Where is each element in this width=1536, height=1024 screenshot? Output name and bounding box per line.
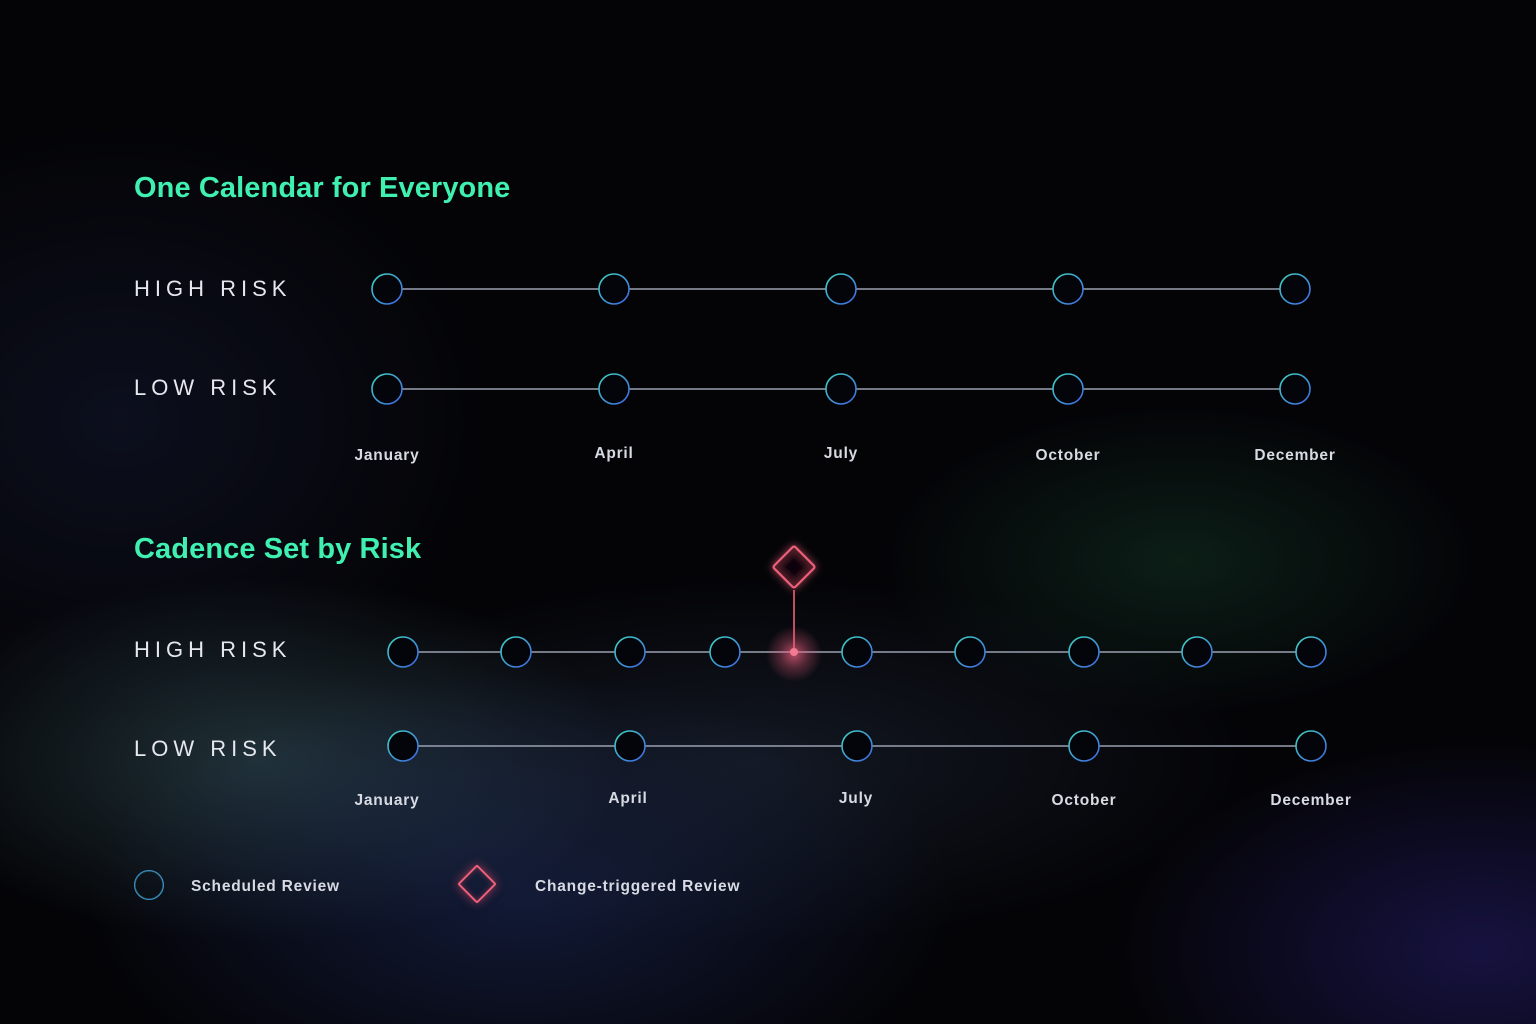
scheduled-review-node (598, 373, 630, 405)
section-one-title: One Calendar for Everyone (134, 172, 511, 204)
scheduled-review-node (1068, 730, 1100, 762)
circle-icon (134, 870, 164, 900)
section-one-month-label: October (1035, 447, 1101, 464)
scheduled-review-node (1279, 373, 1311, 405)
scheduled-review-node (614, 636, 646, 668)
scheduled-review-node (1068, 636, 1100, 668)
section-one-month-label: April (594, 445, 634, 462)
scheduled-review-node (841, 730, 873, 762)
section-one-month-label: January (354, 447, 420, 464)
scheduled-review-node (614, 730, 646, 762)
change-triggered-review-diamond (772, 545, 816, 589)
scheduled-review-node (954, 636, 986, 668)
section-two-high-risk-label: HIGH RISK (134, 637, 292, 662)
scheduled-review-node (1295, 730, 1327, 762)
scheduled-review-node (1181, 636, 1213, 668)
section-two-month-label: July (838, 790, 874, 807)
scheduled-review-node (598, 273, 630, 305)
section-one-high-risk-label: HIGH RISK (134, 276, 292, 301)
scheduled-review-node (371, 273, 403, 305)
scheduled-review-node (371, 373, 403, 405)
scheduled-review-node (841, 636, 873, 668)
scheduled-review-node (709, 636, 741, 668)
section-two-month-label: April (608, 790, 648, 807)
section-two-month-label: October (1051, 792, 1117, 809)
section-two-title: Cadence Set by Risk (134, 533, 422, 565)
section-two-month-label: December (1270, 792, 1352, 809)
scheduled-review-node (1279, 273, 1311, 305)
scheduled-review-node (1052, 373, 1084, 405)
section-two-low-risk-label: LOW RISK (134, 736, 282, 761)
section-one-low-risk-label: LOW RISK (134, 375, 282, 400)
scheduled-review-node (825, 273, 857, 305)
trigger-point (790, 648, 798, 656)
scheduled-review-node (1052, 273, 1084, 305)
scheduled-review-node (1295, 636, 1327, 668)
scheduled-review-node (825, 373, 857, 405)
scheduled-review-node (500, 636, 532, 668)
scheduled-review-node (387, 730, 419, 762)
legend-scheduled-label: Scheduled Review (191, 878, 340, 895)
section-two-month-label: January (354, 792, 420, 809)
legend-triggered-label: Change-triggered Review (535, 878, 741, 895)
section-one-month-label: December (1254, 447, 1336, 464)
section-one-month-label: July (823, 445, 859, 462)
scheduled-review-node (387, 636, 419, 668)
